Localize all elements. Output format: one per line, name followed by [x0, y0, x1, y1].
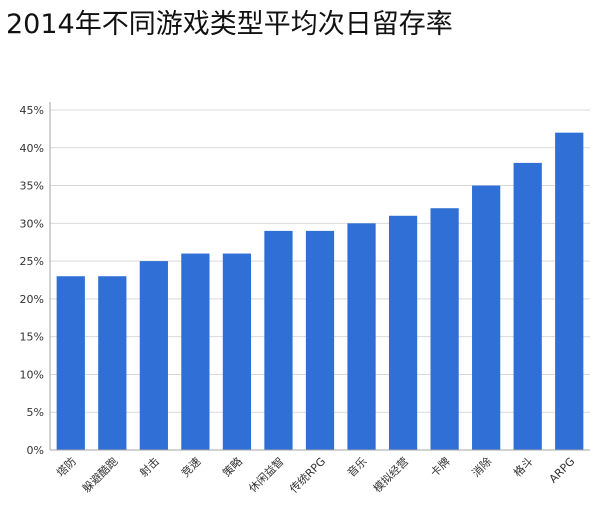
y-tick-label: 15% — [20, 331, 44, 344]
bar — [222, 253, 252, 450]
bar — [555, 132, 584, 450]
bars — [56, 132, 584, 451]
y-tick-label: 45% — [20, 104, 44, 117]
bar — [181, 253, 210, 450]
x-tick-label: 竞速 — [178, 454, 203, 479]
x-axis-labels: 塔防 躲避酷跑 射击 竞速 策略 休闲益智 传统RPG 音乐 模拟经营 卡牌 消除 格斗 ARPG — [53, 454, 577, 496]
x-tick-label: 格斗 — [510, 454, 535, 479]
x-tick-label: 卡牌 — [427, 454, 452, 479]
y-tick-label: 25% — [20, 255, 44, 268]
chart-title: 2014年不同游戏类型平均次日留存率 — [6, 9, 453, 40]
x-tick-label: ARPG — [547, 455, 578, 486]
x-tick-label: 消除 — [469, 454, 494, 479]
x-tick-label: 休闲益智 — [246, 454, 287, 495]
bar — [305, 230, 335, 450]
y-tick-label: 5% — [27, 406, 44, 419]
x-tick-label: 躲避酷跑 — [79, 454, 120, 495]
y-tick-label: 40% — [20, 142, 44, 155]
y-tick-label: 20% — [20, 293, 44, 306]
x-tick-label: 音乐 — [344, 454, 369, 479]
y-tick-label: 10% — [20, 368, 44, 381]
bar — [388, 215, 418, 450]
x-tick-label: 策略 — [220, 454, 245, 479]
bar — [264, 230, 293, 450]
x-tick-label: 模拟经营 — [370, 454, 411, 495]
x-tick-label: 塔防 — [53, 454, 78, 479]
x-tick-label: 传统RPG — [287, 455, 328, 496]
x-tick-label: 射击 — [137, 454, 162, 479]
y-tick-label: 35% — [20, 180, 44, 193]
bar — [347, 223, 376, 450]
y-axis-ticks: 0% 5% 10% 15% 20% 25% 30% 35% 40% 45% — [20, 104, 44, 457]
bar — [139, 261, 168, 450]
y-tick-label: 30% — [20, 217, 44, 230]
bar — [56, 276, 85, 450]
bar — [98, 276, 127, 450]
bar — [513, 162, 542, 450]
y-tick-label: 0% — [27, 444, 44, 457]
axes — [49, 102, 590, 451]
bar — [472, 185, 501, 451]
bar — [430, 208, 459, 450]
